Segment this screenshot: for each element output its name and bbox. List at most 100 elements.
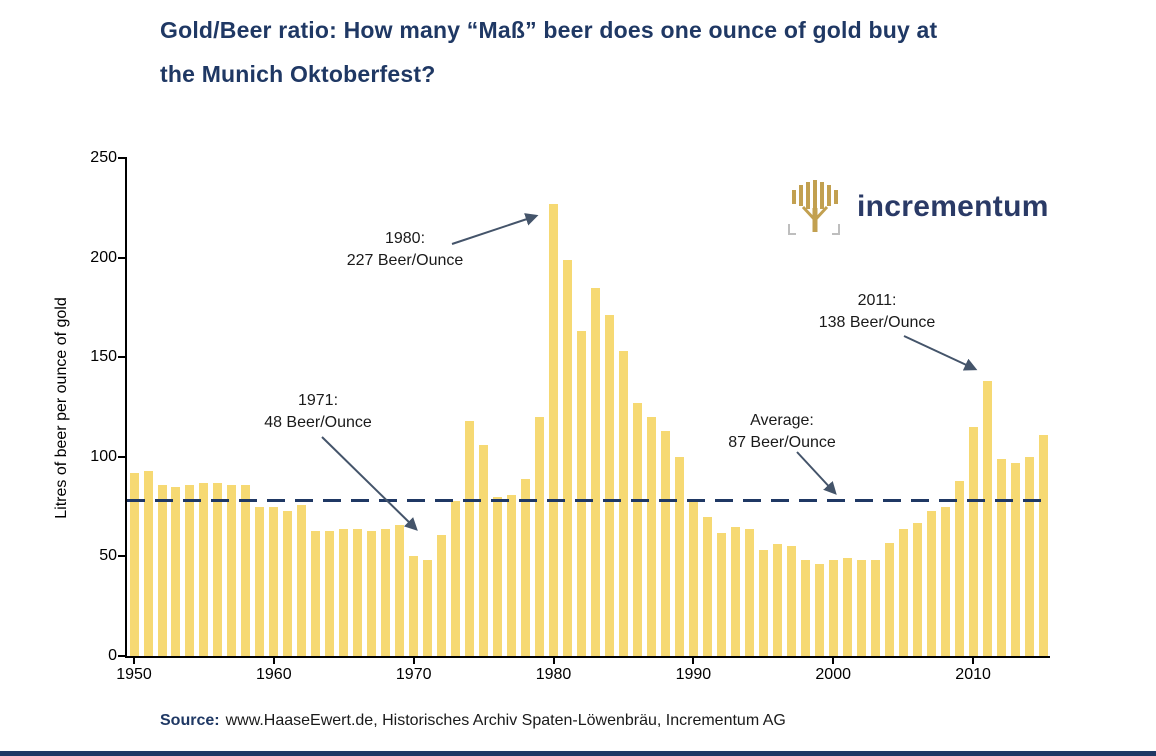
source-label: Source:: [160, 712, 220, 729]
bar-1973: [451, 500, 461, 656]
x-tick-mark: [412, 656, 415, 664]
bar-1990: [688, 500, 698, 656]
bar-2011: [982, 381, 992, 656]
x-tick-label: 1950: [116, 666, 152, 683]
bar-2002: [856, 560, 866, 656]
chart-title-line2: the Munich Oktoberfest?: [160, 61, 436, 87]
x-tick-mark: [832, 656, 835, 664]
bar-2014: [1024, 456, 1034, 656]
bar-2009: [954, 480, 964, 656]
bar-1967: [367, 530, 377, 656]
bar-1992: [716, 532, 726, 656]
bar-1975: [479, 444, 489, 656]
bar-1960: [269, 506, 279, 656]
bar-1977: [507, 494, 517, 656]
bar-1978: [521, 478, 531, 656]
bar-1980: [549, 203, 558, 656]
y-tick-label: 0: [108, 647, 117, 664]
y-tick-label: 200: [90, 248, 117, 266]
bar-2008: [940, 506, 950, 656]
y-tick-label: 250: [90, 149, 117, 166]
x-tick-label: 1970: [395, 666, 432, 683]
bottom-accent-bar: [0, 751, 1156, 756]
bar-1964: [325, 530, 335, 656]
bar-2003: [870, 560, 880, 656]
bar-1954: [185, 484, 195, 656]
annotation-average-line1: Average:: [750, 412, 814, 429]
annotation-2011-line2: 138 Beer/Ounce: [818, 314, 936, 331]
bar-1979: [535, 417, 545, 656]
bar-1957: [227, 484, 237, 656]
bar-1955: [199, 482, 209, 656]
y-tick-mark: [118, 356, 127, 359]
annotation-1971-line2: 48 Beer/Ounce: [264, 414, 372, 431]
annotation-2011: 2011: 138 Beer/Ounce: [797, 290, 957, 334]
y-tick-mark: [118, 455, 127, 458]
bar-1989: [674, 456, 684, 656]
plot-area: 0 50 100 150 200 250 1950 1960 1970 1980 1990 2000 2…: [90, 149, 1050, 683]
logo-text: incrementum: [857, 190, 1049, 223]
y-tick-mark: [118, 256, 127, 259]
bar-1950: [129, 472, 139, 656]
chart-title: Gold/Beer ratio: How many “Maß” beer doe…: [160, 8, 937, 96]
x-tick-label: 2000: [815, 666, 851, 683]
y-tick-label: 50: [99, 547, 117, 565]
bar-1997: [786, 546, 796, 656]
bar-1963: [311, 530, 321, 656]
annotation-average: Average: 87 Beer/Ounce: [702, 410, 862, 454]
annotation-average-line2: 87 Beer/Ounce: [728, 434, 836, 451]
bar-1972: [437, 534, 447, 656]
bar-1958: [241, 484, 251, 656]
bar-1994: [744, 528, 754, 656]
incrementum-logo: incrementum: [786, 178, 1049, 236]
bar-1987: [646, 417, 656, 656]
y-tick-label: 150: [90, 348, 117, 366]
bar-1956: [213, 482, 223, 656]
y-tick-label: 100: [90, 447, 117, 465]
bar-1986: [632, 403, 642, 656]
bar-1976: [493, 496, 503, 656]
annotation-1980-line1: 1980:: [384, 230, 426, 247]
bar-1982: [577, 331, 586, 656]
x-tick-label: 1990: [675, 666, 712, 683]
bar-1968: [381, 528, 391, 656]
chart-title-line1: Gold/Beer ratio: How many “Maß” beer doe…: [160, 17, 938, 43]
bar-2012: [996, 458, 1006, 656]
bar-1961: [283, 510, 293, 656]
bar-1959: [255, 506, 265, 656]
source-text: www.HaaseEwert.de, Historisches Archiv S…: [225, 712, 786, 729]
x-tick-label: 2010: [955, 666, 991, 683]
bar-1993: [730, 526, 740, 656]
bar-1998: [800, 560, 810, 656]
x-tick-mark: [272, 656, 275, 664]
bar-1971: [423, 560, 433, 656]
bar-2005: [898, 528, 908, 656]
bar-2001: [842, 558, 852, 656]
x-tick-mark: [552, 656, 555, 664]
bar-2000: [828, 560, 838, 656]
bar-2010: [968, 426, 978, 656]
y-tick-mark: [118, 555, 127, 558]
bar-1965: [339, 528, 349, 656]
x-tick-mark: [972, 656, 975, 664]
bar-1969: [395, 524, 405, 656]
bar-1988: [660, 430, 670, 656]
bar-1953: [171, 486, 181, 656]
x-tick-mark: [692, 656, 695, 664]
x-tick-label: 1980: [535, 666, 572, 683]
bar-2007: [926, 510, 936, 656]
bar-1966: [353, 528, 363, 656]
bar-1952: [157, 484, 167, 656]
bar-2013: [1010, 462, 1020, 656]
bar-1983: [591, 287, 600, 656]
y-tick-mark: [118, 157, 127, 159]
bar-1970: [409, 556, 419, 656]
tree-icon: [788, 180, 840, 235]
annotation-1971: 1971: 48 Beer/Ounce: [238, 390, 398, 434]
annotation-1971-line1: 1971:: [297, 392, 339, 409]
bar-2015: [1038, 434, 1048, 656]
x-tick-label: 1960: [256, 666, 292, 683]
source-line: Source: www.HaaseEwert.de, Historisches A…: [160, 712, 786, 730]
y-axis-label: Litres of beer per ounce of gold: [53, 297, 70, 519]
